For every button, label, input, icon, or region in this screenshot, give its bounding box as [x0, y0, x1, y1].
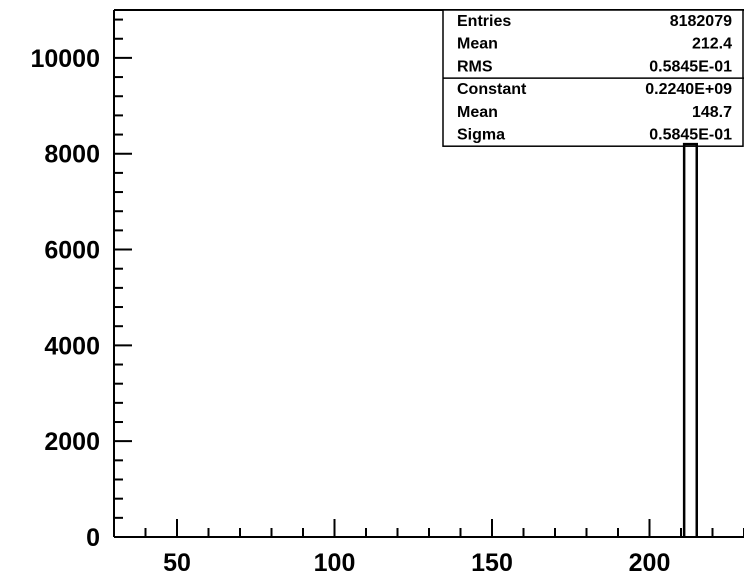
x-tick-label: 100	[314, 549, 356, 577]
stats-row-value: 8182079	[670, 13, 732, 30]
y-tick-label: 8000	[44, 141, 100, 169]
stats-row-value: 212.4	[692, 36, 732, 53]
x-tick-label: 200	[629, 549, 671, 577]
stats-row-value: 0.5845E-01	[649, 58, 732, 75]
y-tick-label: 10000	[30, 45, 100, 73]
stats-row-value: 0.5845E-01	[649, 127, 732, 144]
stats-row-label: Sigma	[457, 127, 505, 144]
stats-box: Entries 8182079 Mean 212.4 RMS 0.5845E-01 Cons…	[442, 9, 744, 147]
y-tick-label: 2000	[44, 428, 100, 456]
axes	[113, 9, 744, 538]
stats-row-label: Mean	[457, 36, 498, 53]
y-tick-label: 4000	[44, 332, 100, 360]
stats-row-label: Mean	[457, 104, 498, 121]
histogram-bin	[682, 142, 698, 537]
histogram-bars	[682, 142, 698, 537]
stats-row-value: 148.7	[692, 104, 732, 121]
stats-row-value: 0.2240E+09	[645, 81, 732, 98]
stats-row-label: RMS	[457, 58, 493, 75]
x-tick-label: 150	[471, 549, 513, 577]
y-tick-label: 0	[86, 524, 100, 552]
stats-row-label: Entries	[457, 13, 511, 30]
tick-labels: 0 2000 4000 6000 8000 10000 50 100 150 200	[30, 45, 670, 577]
y-tick-label: 6000	[44, 237, 100, 265]
stats-row-label: Constant	[457, 81, 527, 98]
x-tick-label: 50	[163, 549, 191, 577]
